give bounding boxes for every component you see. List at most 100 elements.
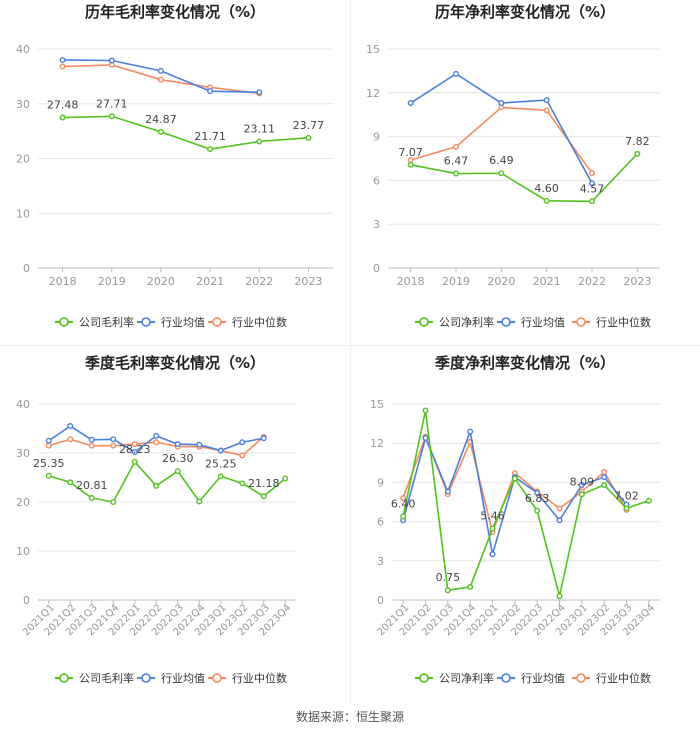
legend-item-median: 行业中位数 [208, 671, 287, 685]
data-point-company [157, 128, 164, 135]
y-tick-label: 3 [377, 555, 384, 568]
data-point-avg [578, 482, 585, 489]
quarterly-net-margin-svg: 季度净利率变化情况（%）036912152021Q12021Q22021Q320… [370, 354, 660, 685]
legend-swatch-marker [576, 317, 586, 327]
data-point-median [45, 442, 52, 449]
data-point-avg [498, 100, 505, 107]
data-label: 24.87 [145, 113, 177, 126]
data-point-avg [444, 488, 451, 495]
data-point-avg [467, 428, 474, 435]
data-point-avg [174, 441, 181, 448]
data-point-median [59, 63, 66, 70]
chart-quarterly-gross-margin: 季度毛利率变化情况（%） 0 10 20 30 40 2021Q1 2021Q2 2021Q3 2… [0, 346, 350, 710]
chart-annual-gross-margin: 历年毛利率变化情况（%） 0 10 20 30 40 2018 2019 2020 2021 202… [0, 0, 350, 349]
data-label: 26.30 [162, 452, 194, 465]
data-point-company [131, 458, 138, 465]
data-point-company [634, 150, 641, 157]
legend-item-avg: 行业均值 [137, 672, 205, 685]
x-tick-label: 2021 [196, 275, 224, 288]
data-point-company [578, 491, 585, 498]
data-point-company [260, 493, 267, 500]
data-point-median [153, 439, 160, 446]
data-point-median [543, 107, 550, 114]
legend-item-median: 行业中位数 [572, 671, 651, 685]
data-label: 5.46 [480, 510, 505, 523]
horizontal-divider [0, 345, 700, 346]
legend-label: 公司毛利率 [79, 671, 134, 685]
data-point-avg [157, 67, 164, 74]
y-tick-label: 12 [370, 437, 384, 450]
data-label: 8.09 [570, 475, 595, 488]
data-point-company [59, 114, 66, 121]
data-point-median [556, 505, 563, 512]
data-label: 20.81 [76, 479, 108, 492]
data-point-company [623, 505, 630, 512]
data-point-company [174, 468, 181, 475]
data-point-avg [601, 474, 608, 481]
series-line-company [410, 153, 638, 203]
data-point-company [556, 593, 563, 600]
data-point-company [217, 473, 224, 480]
data-point-company [88, 495, 95, 502]
data-source-footer: 数据来源：恒生聚源 [295, 710, 404, 724]
data-label: 27.71 [96, 97, 128, 110]
data-point-company [534, 507, 541, 514]
legend-swatch-marker [212, 673, 222, 683]
legend-item-avg: 行业均值 [497, 316, 565, 329]
y-tick-label: 10 [16, 545, 30, 558]
series-line-company [402, 410, 650, 597]
annual-net-margin-svg: 历年净利率变化情况（%） 0 3 6 9 12 15 2018 2019 2020 2021 2022… [366, 3, 660, 329]
data-point-avg [153, 432, 160, 439]
y-tick-label: 15 [370, 398, 384, 411]
legend-item-avg: 行业均值 [137, 316, 205, 329]
data-label: 4.60 [534, 182, 559, 195]
data-point-company [67, 479, 74, 486]
data-point-avg [217, 447, 224, 454]
x-tick-label: 2020 [487, 275, 515, 288]
legend-item-avg: 行业均值 [497, 672, 565, 685]
y-tick-label: 0 [373, 262, 380, 275]
chart-title: 季度净利率变化情况（%） [435, 354, 615, 372]
legend-item-company: 公司毛利率 [55, 315, 134, 329]
data-point-avg [67, 423, 74, 430]
x-tick-label: 2018 [397, 275, 425, 288]
data-label: 7.02 [614, 489, 639, 502]
legend-item-median: 行业中位数 [572, 315, 651, 329]
x-tick-label: 2021 [533, 275, 561, 288]
data-point-company [400, 513, 407, 520]
data-point-median [239, 452, 246, 459]
legend-swatch-marker [59, 317, 69, 327]
data-point-median [88, 442, 95, 449]
legend-label: 行业均值 [521, 672, 565, 685]
data-point-company [452, 170, 459, 177]
data-point-avg [207, 88, 214, 95]
legend-swatch-marker [419, 317, 429, 327]
data-point-avg [534, 489, 541, 496]
legend-item-company: 公司毛利率 [55, 671, 134, 685]
data-point-median [157, 76, 164, 83]
data-point-company [239, 480, 246, 487]
data-label: 7.82 [625, 135, 650, 148]
legend-label: 行业中位数 [596, 671, 651, 685]
data-label: 28.23 [119, 443, 151, 456]
data-point-avg [543, 97, 550, 104]
legend-label: 行业中位数 [232, 671, 287, 685]
data-point-company [601, 482, 608, 489]
data-point-company [422, 407, 429, 414]
data-point-median [588, 170, 595, 177]
y-tick-label: 12 [366, 87, 380, 100]
data-point-avg [556, 517, 563, 524]
y-tick-label: 0 [377, 594, 384, 607]
legend-swatch-marker [212, 317, 222, 327]
x-tick-label: 2023 [623, 275, 651, 288]
y-tick-label: 3 [373, 218, 380, 231]
y-tick-label: 40 [16, 398, 30, 411]
x-tick-label: 2019 [442, 275, 470, 288]
y-tick-label: 6 [373, 174, 380, 187]
data-label: 6.83 [525, 492, 550, 505]
data-label: 21.71 [194, 130, 226, 143]
data-point-median [400, 495, 407, 502]
data-point-avg [196, 441, 203, 448]
y-tick-label: 0 [23, 594, 30, 607]
legend-label: 行业中位数 [596, 315, 651, 329]
